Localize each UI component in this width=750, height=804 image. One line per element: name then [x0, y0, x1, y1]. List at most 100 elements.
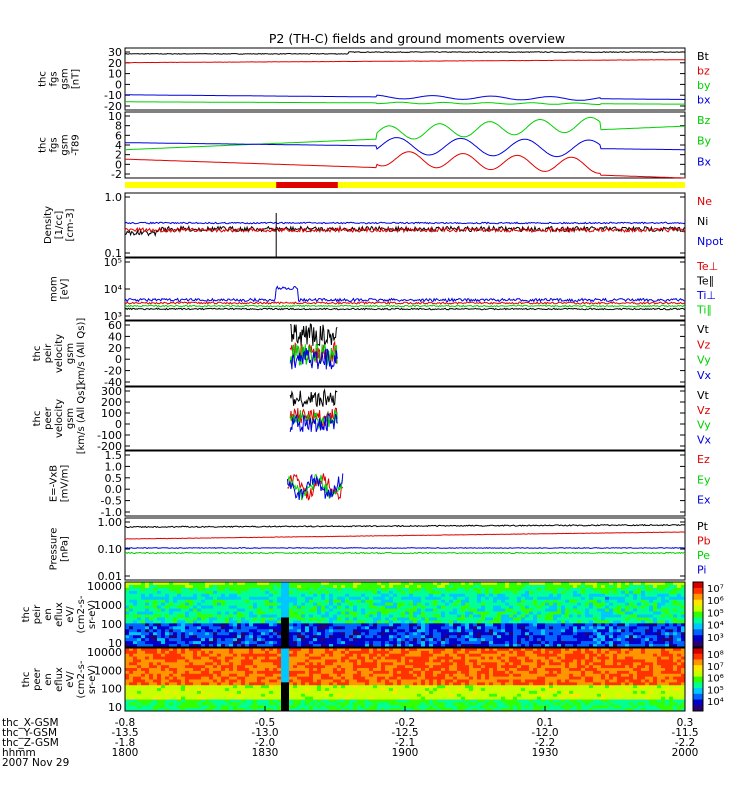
spec-cell [525, 617, 529, 620]
spec-cell [633, 623, 637, 626]
spec-cell [601, 582, 605, 585]
spec-cell [293, 659, 297, 662]
spec-cell [165, 603, 169, 606]
y-axis-label: en [43, 608, 54, 621]
spec-cell [393, 680, 397, 683]
spec-cell [277, 657, 281, 660]
spec-cell [257, 629, 261, 632]
spec-cell [281, 682, 285, 685]
spec-cell [353, 609, 357, 612]
spec-cell [253, 641, 257, 644]
spec-cell [429, 609, 433, 612]
spec-cell [405, 680, 409, 683]
spec-cell [361, 700, 365, 703]
spec-cell [309, 688, 313, 691]
spec-cell [145, 606, 149, 609]
spec-cell [213, 697, 217, 700]
spec-cell [461, 626, 465, 629]
spec-cell [305, 585, 309, 588]
spec-cell [421, 662, 425, 665]
spec-cell [277, 705, 281, 708]
spec-cell [341, 603, 345, 606]
spec-cell [161, 582, 165, 585]
spec-cell [621, 600, 625, 603]
spec-cell [413, 702, 417, 705]
spec-cell [201, 677, 205, 680]
spec-cell [373, 685, 377, 688]
y-axis-label: [1/cc] [54, 211, 65, 240]
spec-cell [253, 654, 257, 657]
spec-cell [421, 582, 425, 585]
spec-cell [497, 606, 501, 609]
spec-cell [305, 603, 309, 606]
spec-cell [661, 617, 665, 620]
spec-cell [333, 632, 337, 635]
spec-cell [157, 626, 161, 629]
spec-cell [289, 688, 293, 691]
spec-cell [357, 603, 361, 606]
spec-cell [377, 632, 381, 635]
spec-cell [129, 620, 133, 623]
spec-cell [229, 606, 233, 609]
series-Pi [125, 548, 685, 549]
spec-cell [329, 677, 333, 680]
spec-cell [349, 665, 353, 668]
spec-cell [353, 659, 357, 662]
spec-cell [129, 597, 133, 600]
legend-pressure-0: Pt [697, 520, 709, 533]
spec-cell [577, 635, 581, 638]
spec-cell [661, 600, 665, 603]
spec-cell [281, 623, 285, 626]
spec-cell [553, 603, 557, 606]
spec-cell [329, 585, 333, 588]
spec-cell [657, 609, 661, 612]
spec-cell [265, 697, 269, 700]
spec-cell [293, 609, 297, 612]
spec-cell [265, 603, 269, 606]
spec-cell [361, 617, 365, 620]
spec-cell [305, 641, 309, 644]
spec-cell [285, 600, 289, 603]
spec-cell [361, 641, 365, 644]
spec-cell [293, 591, 297, 594]
spec-cell [537, 620, 541, 623]
spec-cell [469, 597, 473, 600]
y-axis-label: gsm [65, 343, 76, 364]
spec-cell [633, 606, 637, 609]
spec-cell [369, 597, 373, 600]
y-axis-label: thc [38, 137, 49, 153]
spec-cell [141, 697, 145, 700]
spec-cell [209, 697, 213, 700]
spec-cell [353, 662, 357, 665]
spec-cell [369, 702, 373, 705]
spec-cell [333, 694, 337, 697]
spec-cell [277, 682, 281, 685]
spec-cell [357, 620, 361, 623]
spec-cell [445, 623, 449, 626]
spec-cell [573, 597, 577, 600]
spec-cell [221, 585, 225, 588]
spec-cell [233, 638, 237, 641]
spec-cell [385, 662, 389, 665]
spec-cell [125, 594, 129, 597]
y-tick-label: 1.00 [98, 516, 123, 529]
spec-cell [445, 591, 449, 594]
spec-cell [357, 682, 361, 685]
spec-cell [157, 659, 161, 662]
spec-cell [589, 582, 593, 585]
spec-cell [473, 594, 477, 597]
spec-cell [177, 638, 181, 641]
spec-cell [125, 626, 129, 629]
spec-cell [621, 641, 625, 644]
spec-cell [321, 632, 325, 635]
spec-cell [153, 600, 157, 603]
spec-cell [565, 626, 569, 629]
spec-cell [417, 668, 421, 671]
spec-cell [333, 600, 337, 603]
spec-cell [433, 641, 437, 644]
spec-cell [257, 635, 261, 638]
spec-cell [645, 635, 649, 638]
spec-cell [277, 694, 281, 697]
spec-cell [357, 594, 361, 597]
spec-cell [329, 688, 333, 691]
